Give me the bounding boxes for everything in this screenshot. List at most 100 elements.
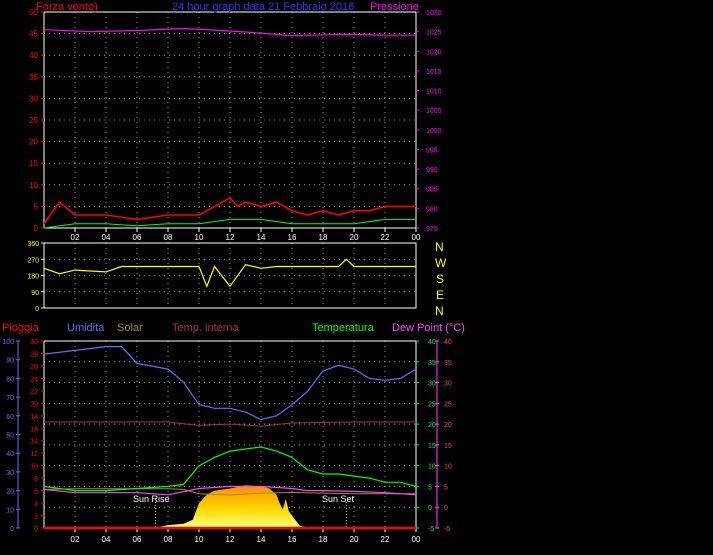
temp-tick-label: 10 [428,464,436,471]
y2-tick-label: 985 [426,187,438,194]
rain-tick-label: 18 [30,414,38,421]
temp-tick-label: 15 [428,443,436,450]
y2-tick-label: 1005 [426,108,442,115]
x-tick-label: 00 [412,233,421,242]
x-tick-label: 12 [226,233,235,242]
humidity-tick-label: 30 [6,470,14,477]
y-tick-label: 5 [34,202,39,211]
x-tick-label: 08 [164,233,173,242]
humidity-tick-label: 60 [6,414,14,421]
x-tick-label: 18 [319,535,328,544]
humidity-tick-label: 0 [10,526,14,533]
wind-direction-chart: 0 90 180 270 360 [27,241,417,313]
y2-tick-label: 990 [426,167,438,174]
y-tick-label: 40 [29,51,38,60]
series-humidity [43,346,417,421]
x-tick-label: 06 [133,233,142,242]
compass-letter: E [436,288,445,302]
dewpoint-tick-label: 25 [444,401,452,408]
x-tick-label: 20 [350,233,359,242]
y-tick-label: 50 [29,8,38,17]
humidity-tick-label: 50 [6,433,14,440]
y2-tick-label: 1030 [426,10,442,17]
series-wind-avg [43,218,416,229]
y2-tick-label: 995 [426,147,438,154]
temp-int-label: Temp. interna [172,322,239,334]
x-tick-label: 00 [412,535,421,544]
y-tick-label: 270 [27,257,39,264]
rain-tick-label: 0 [34,526,38,533]
humidity-tick-label: 20 [6,489,14,496]
y-tick-label: 45 [29,30,38,39]
x-tick-label: 14 [257,535,266,544]
y-tick-label: 25 [29,116,38,125]
x-tick-label: 02 [71,535,80,544]
x-tick-label: 16 [288,535,297,544]
rain-tick-label: 10 [30,464,38,471]
x-tick-label: 12 [226,535,235,544]
y-tick-label: 30 [29,94,38,103]
temp-tick-label: 25 [428,401,436,408]
y-tick-label: 10 [29,181,38,190]
dewpoint-tick-label: 10 [444,464,452,471]
rain-tick-label: 30 [30,339,38,346]
temperature-label: Temperatura [312,322,374,334]
rain-tick-label: 8 [34,476,38,483]
dewpoint-tick-label: -5 [444,526,450,533]
x-tick-label: 02 [71,233,80,242]
compass-letter: N [435,304,444,318]
temp-tick-label: 35 [428,360,436,367]
humidity-tick-label: 70 [6,395,14,402]
rain-tick-label: 12 [30,451,38,458]
humidity-label: Umidita [67,322,105,334]
dewpoint-tick-label: 35 [444,360,452,367]
rain-label: Pioggia [2,322,39,334]
x-tick-label: 08 [164,535,173,544]
x-tick-label: 16 [288,233,297,242]
series-pressure [43,27,416,37]
y2-tick-label: 980 [426,206,438,213]
humidity-tick-label: 40 [6,451,14,458]
temp-tick-label: -5 [428,526,434,533]
temp-tick-label: 5 [428,484,432,491]
y-tick-label: 15 [29,159,38,168]
y-tick-label: 35 [29,73,38,82]
sun-radiation-area [155,485,347,528]
x-tick-label: 10 [195,535,204,544]
y-tick-label: 360 [27,241,39,248]
x-tick-label: 14 [257,233,266,242]
daily-weather-chart: 02 04 06 08 10 12 14 16 18 20 22 000102030405060708… [2,339,452,544]
series-wind [43,196,416,225]
temp-tick-label: 0 [428,505,432,512]
x-tick-label: 22 [381,535,390,544]
wind-pressure-chart: 02 04 06 08 10 12 14 16 18 20 22 000510152025303540… [29,8,442,242]
sun-set-label: Sun Set [322,494,355,504]
rain-tick-label: 2 [34,514,38,521]
y2-tick-label: 975 [426,226,438,233]
compass-letter: W [435,256,447,270]
temp-tick-label: 20 [428,422,436,429]
temp-tick-label: 40 [428,339,436,346]
chart-title: 24 hour graph data 21 Febbraio 2016 [172,1,355,13]
y-tick-label: 90 [31,290,39,297]
y2-tick-label: 1025 [426,30,442,37]
y2-tick-label: 1015 [426,69,442,76]
dewpoint-tick-label: 20 [444,422,452,429]
x-tick-label: 04 [102,233,111,242]
series-solar [43,488,416,496]
y-tick-label: 180 [27,274,39,281]
sun-rise-label: Sun Rise [133,494,170,504]
rain-tick-label: 14 [30,439,38,446]
dewpoint-tick-label: 0 [444,505,448,512]
rain-tick-label: 4 [34,501,38,508]
y2-tick-label: 1020 [426,49,442,56]
rain-tick-label: 6 [34,489,38,496]
temp-tick-label: 30 [428,381,436,388]
pressure-axis-label: Pressione [370,1,419,13]
x-tick-label: 10 [195,233,204,242]
dewpoint-tick-label: 15 [444,443,452,450]
y-tick-label: 20 [29,138,38,147]
y-tick-label: 0 [35,306,39,313]
compass-letter: N [435,240,444,254]
humidity-tick-label: 90 [6,358,14,365]
